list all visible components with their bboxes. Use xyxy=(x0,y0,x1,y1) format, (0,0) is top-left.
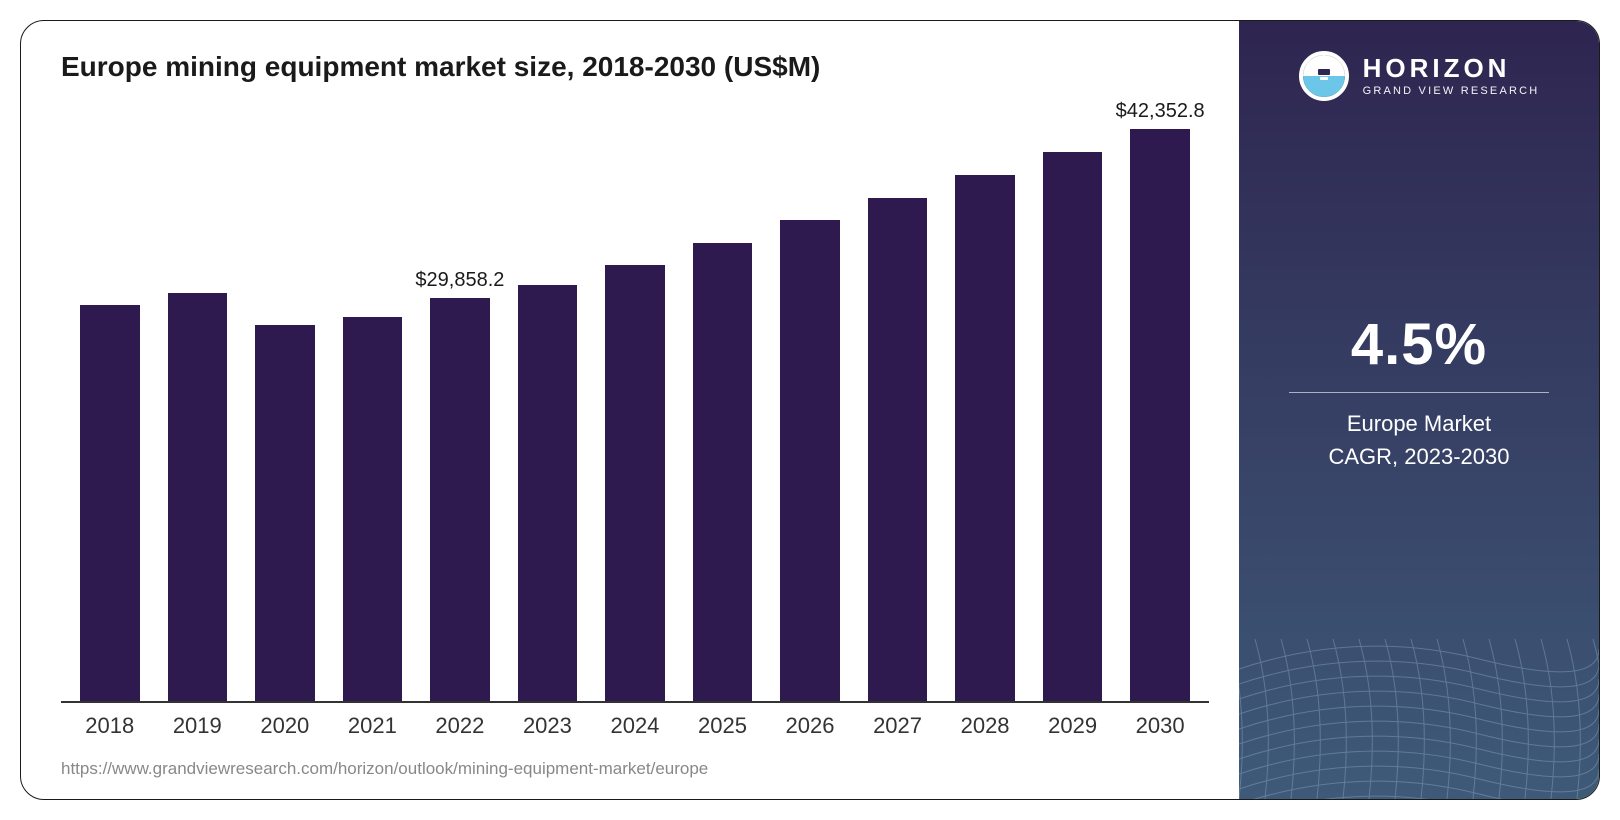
mesh-decoration-icon xyxy=(1239,619,1599,799)
bar xyxy=(343,317,403,701)
bar-slot xyxy=(66,93,154,701)
x-tick: 2030 xyxy=(1116,713,1204,739)
bar-value-label: $29,858.2 xyxy=(415,269,504,292)
horizon-logo-icon xyxy=(1299,51,1349,101)
bar xyxy=(693,243,753,701)
bar xyxy=(955,175,1015,701)
source-url: https://www.grandviewresearch.com/horizo… xyxy=(61,759,1209,779)
bar-slot xyxy=(504,93,592,701)
metric-divider xyxy=(1289,392,1549,393)
cagr-value: 4.5% xyxy=(1289,311,1549,378)
x-tick: 2026 xyxy=(766,713,854,739)
bar xyxy=(80,305,140,701)
bar xyxy=(518,285,578,701)
report-card: Europe mining equipment market size, 201… xyxy=(20,20,1600,800)
x-tick: 2023 xyxy=(504,713,592,739)
bar-slot xyxy=(591,93,679,701)
x-tick: 2021 xyxy=(329,713,417,739)
brand: HORIZON GRAND VIEW RESEARCH xyxy=(1299,51,1540,101)
brand-subtitle: GRAND VIEW RESEARCH xyxy=(1363,85,1540,97)
bar xyxy=(1130,129,1190,701)
x-tick: 2019 xyxy=(154,713,242,739)
bar-slot xyxy=(854,93,942,701)
chart-title: Europe mining equipment market size, 201… xyxy=(61,51,1209,83)
brand-text: HORIZON GRAND VIEW RESEARCH xyxy=(1363,55,1540,97)
bar-slot: $29,858.2 xyxy=(416,93,504,701)
x-tick: 2029 xyxy=(1029,713,1117,739)
bar-slot xyxy=(941,93,1029,701)
bar xyxy=(780,220,840,701)
plot-wrap: $29,858.2$42,352.8 201820192020202120222… xyxy=(61,93,1209,739)
bar-slot xyxy=(679,93,767,701)
bar-plot: $29,858.2 $42,352.8 xyxy=(61,93,1209,703)
bar xyxy=(1043,152,1103,701)
brand-name: HORIZON xyxy=(1363,55,1540,81)
bar xyxy=(605,265,665,701)
bar-slot xyxy=(329,93,417,701)
x-tick: 2024 xyxy=(591,713,679,739)
bars-container: $29,858.2 $42,352.8 xyxy=(61,93,1209,701)
bar xyxy=(255,325,315,701)
x-tick: 2027 xyxy=(854,713,942,739)
bar-slot xyxy=(154,93,242,701)
bar-slot xyxy=(766,93,854,701)
chart-area: Europe mining equipment market size, 201… xyxy=(21,21,1239,799)
bar-slot xyxy=(241,93,329,701)
metric-line-1: Europe Market xyxy=(1289,407,1549,440)
side-panel: HORIZON GRAND VIEW RESEARCH 4.5% Europe … xyxy=(1239,21,1599,799)
x-tick: 2022 xyxy=(416,713,504,739)
bar-slot xyxy=(1029,93,1117,701)
x-tick: 2020 xyxy=(241,713,329,739)
x-tick: 2018 xyxy=(66,713,154,739)
x-tick: 2025 xyxy=(679,713,767,739)
x-tick: 2028 xyxy=(941,713,1029,739)
bar xyxy=(868,198,928,701)
x-axis: 2018201920202021202220232024202520262027… xyxy=(61,703,1209,739)
cagr-metric: 4.5% Europe Market CAGR, 2023-2030 xyxy=(1289,311,1549,473)
bar-slot: $42,352.8 xyxy=(1116,93,1204,701)
metric-line-2: CAGR, 2023-2030 xyxy=(1289,440,1549,473)
bar xyxy=(168,293,228,701)
bar xyxy=(430,298,490,701)
bar-value-label: $42,352.8 xyxy=(1116,100,1205,123)
